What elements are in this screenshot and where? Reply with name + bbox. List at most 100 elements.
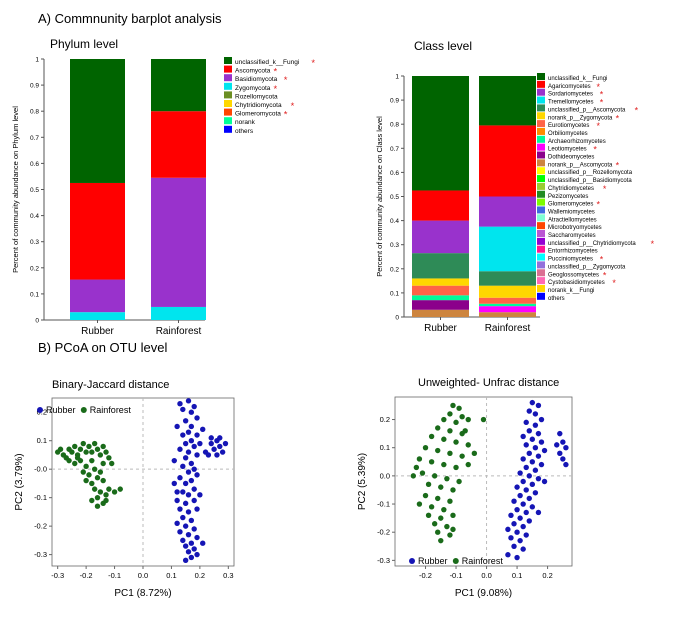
legend-significance-mark: * (635, 105, 639, 115)
legend-label-unclassified-p-basidiomycota: unclassified_p__Basidiomycota (548, 178, 632, 184)
x-tick-label: -0.1 (108, 571, 121, 580)
legend-label-sordariomycetes: Sordariomycetes (548, 92, 593, 98)
point-rubber (174, 520, 180, 526)
point-rainforest (106, 455, 112, 461)
point-rubber (529, 481, 536, 488)
point-rubber (505, 526, 511, 533)
point-rubber (171, 480, 177, 487)
legend-label-pezizomycetes: Pezizomycetes (548, 194, 588, 200)
point-rainforest (441, 416, 447, 423)
x-tick-label: -0.3 (51, 571, 64, 580)
bar-segment-rubber-eurotiomycetes (412, 285, 469, 296)
legend-label-unclassified-p-rozellomycota: unclassified_p__Rozellomycota (548, 170, 633, 176)
point-rainforest (431, 473, 438, 479)
point-rubber (523, 464, 529, 471)
point-rubber (174, 489, 180, 495)
legend-swatch-atractiellomycetes (537, 214, 545, 222)
legend-label-entorrhizomycetes: Entorrhizomycetes (548, 249, 598, 255)
legend-label-norank-p-zygomycota: norank_p__Zygomycota (548, 115, 613, 121)
legend-label-cystobasidiomycetes: Cystobasidiomycetes (548, 280, 605, 286)
bar-segment-rubber-sordariomycetes (412, 220, 469, 254)
point-rainforest (431, 521, 438, 527)
point-rainforest (422, 445, 429, 451)
x-tick-label: 0.0 (481, 571, 491, 580)
legend-swatch-others (224, 125, 232, 133)
point-rubber (514, 529, 520, 535)
legend-label-others: others (548, 296, 565, 302)
point-rainforest (450, 402, 456, 409)
point-rubber (505, 552, 511, 558)
point-rubber (180, 514, 186, 521)
point-rubber (174, 497, 180, 504)
point-rubber (526, 428, 532, 434)
point-rainforest (83, 477, 89, 484)
y-tick-label: 0.3 (30, 239, 39, 246)
point-rubber (205, 452, 212, 458)
point-rubber (191, 403, 197, 410)
legend-significance-mark: * (273, 67, 277, 78)
point-rubber (185, 449, 192, 455)
bar-segment-rainforest-basidiomycota (151, 177, 206, 307)
point-rubber (538, 416, 545, 423)
point-rubber (526, 473, 532, 479)
point-rubber (171, 457, 177, 464)
y-tick-label: 0.7 (390, 146, 399, 153)
legend-label-pucciniomycetes: Pucciniomycetes (548, 257, 593, 263)
point-rainforest (94, 475, 101, 481)
point-rainforest (438, 515, 444, 521)
point-rainforest (72, 443, 78, 450)
unifrac-pcoa-scatter: Unweighted- Unfrac distance -0.2 -0.1 0.0 0.… (357, 377, 573, 599)
legend-swatch-norank-p-zygomycota (537, 112, 545, 120)
legend-swatch-zygomycota (224, 82, 232, 90)
legend-swatch-unclassified-p-rozellomycota (537, 167, 545, 175)
point-rubber (200, 426, 206, 433)
legend-marker-rubber (37, 407, 43, 413)
legend-label-microbotryomycetes: Microbotryomycetes (548, 225, 602, 231)
legend-label-norank: norank (235, 119, 256, 126)
legend-label-unclassified-k-fungi: unclassified_k__Fungi (548, 76, 607, 82)
legend-label-geoglossomycetes: Geoglossomycetes (548, 272, 599, 278)
point-rubber (185, 469, 192, 475)
point-rubber (191, 486, 197, 492)
point-rainforest (444, 523, 450, 530)
x-tick-label-rubber: Rubber (81, 326, 114, 337)
legend-label-archaeorhizomycetes: Archaeorhizomycetes (548, 139, 606, 145)
point-rainforest (91, 440, 98, 447)
point-rainforest (471, 450, 478, 457)
bar-segment-rubber-unclassified-p-ascomycota (412, 253, 469, 279)
point-rubber (194, 534, 200, 541)
x-tick-label: 0.2 (195, 571, 205, 580)
y-tick-label: 0 (395, 315, 399, 322)
legend-swatch-norank-k-fungi (537, 284, 545, 292)
point-rubber (529, 504, 536, 510)
legend-label-glomeromycetes: Glomeromycetes (548, 202, 593, 208)
x-tick-label: 0.2 (542, 571, 552, 580)
point-rubber (188, 438, 195, 444)
point-rainforest (80, 440, 86, 447)
point-rubber (191, 546, 197, 552)
legend-swatch-unclassified-k-fungi (224, 57, 232, 64)
point-rainforest (428, 459, 435, 465)
point-rubber (523, 509, 529, 516)
point-rubber (177, 446, 183, 452)
legend-swatch-leotiomycetes (537, 143, 545, 151)
point-rainforest (74, 455, 81, 461)
point-rainforest (413, 464, 420, 471)
point-rainforest (94, 494, 101, 501)
point-rainforest (97, 452, 104, 458)
point-rainforest (109, 460, 115, 467)
point-rubber (532, 411, 539, 417)
point-rubber (563, 461, 569, 468)
bar-segment-rainforest-ascomycota (151, 111, 206, 178)
legend-label-eurotiomycetes: Eurotiomycetes (548, 123, 589, 129)
point-rainforest (89, 480, 95, 487)
point-rubber (529, 459, 536, 465)
point-rubber (529, 399, 536, 406)
point-rainforest (441, 436, 447, 442)
legend-significance-mark: * (651, 239, 655, 249)
point-rainforest (425, 512, 432, 518)
legend-marker-rainforest (80, 407, 87, 413)
y-tick-label: 0.4 (390, 218, 399, 225)
point-rainforest (69, 449, 75, 455)
